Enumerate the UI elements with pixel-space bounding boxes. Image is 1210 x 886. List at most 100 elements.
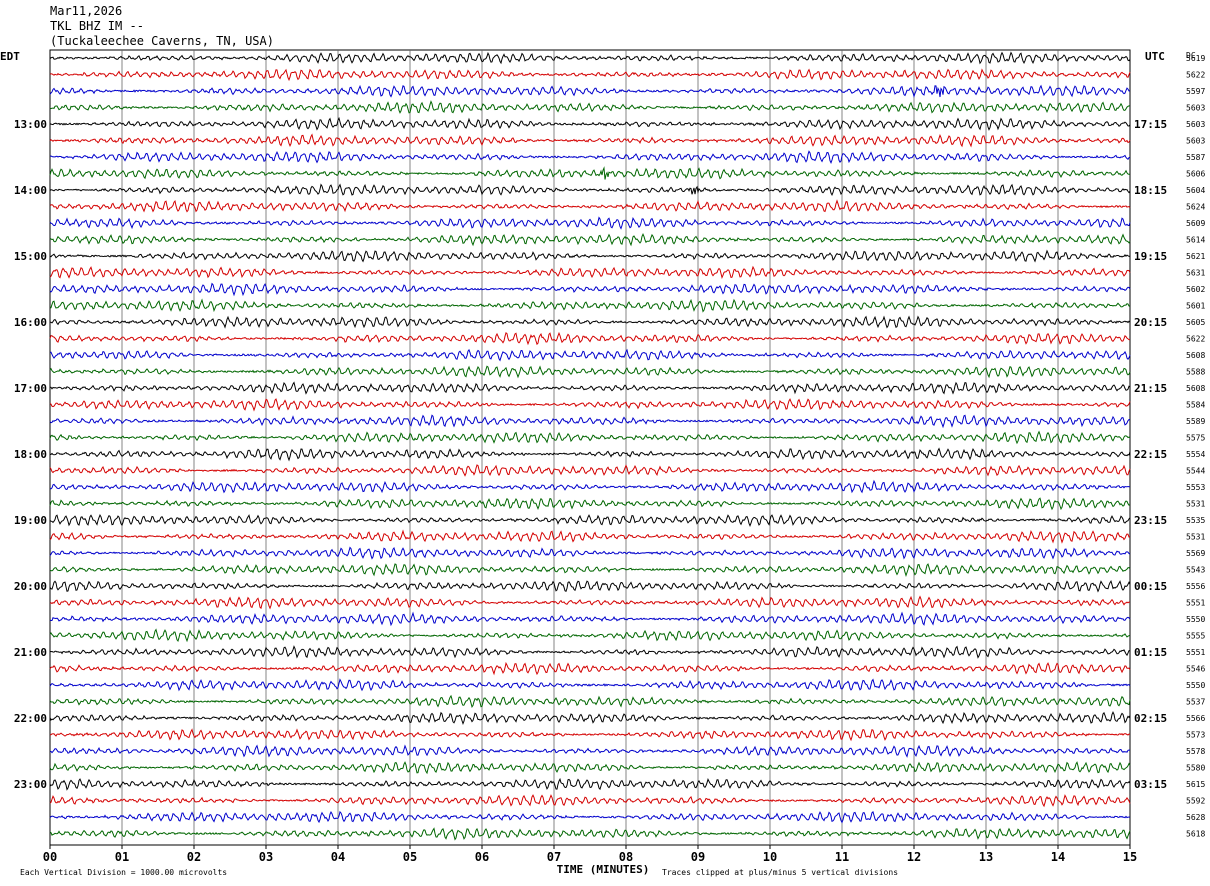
trace-4 (49, 116, 1131, 131)
dc-value-40: 5566 (1186, 714, 1205, 723)
right-hour-label: 01:15 (1134, 646, 1167, 659)
dc-value-34: 5550 (1186, 615, 1205, 624)
x-tick-label: 15 (1123, 850, 1137, 864)
trace-38 (49, 678, 1131, 692)
trace-47 (49, 827, 1131, 841)
trace-33 (49, 595, 1131, 610)
trace-10 (49, 216, 1131, 230)
dc-value-7: 5606 (1186, 170, 1205, 179)
left-hour-label: 20:00 (14, 580, 47, 593)
left-hour-label: 16:00 (14, 316, 47, 329)
right-hour-label: 03:15 (1134, 778, 1167, 791)
dc-value-14: 5602 (1186, 285, 1205, 294)
dc-value-26: 5553 (1186, 483, 1205, 492)
dc-value-33: 5551 (1186, 599, 1205, 608)
left-hour-label: 21:00 (14, 646, 47, 659)
dc-value-18: 5608 (1186, 351, 1205, 360)
left-hour-label: 15:00 (14, 250, 47, 263)
trace-18 (49, 348, 1131, 362)
left-hour-label: 14:00 (14, 184, 47, 197)
trace-25 (49, 464, 1131, 477)
trace-2 (49, 84, 1131, 98)
dc-value-32: 5556 (1186, 582, 1205, 591)
dc-value-42: 5578 (1186, 747, 1205, 756)
dc-value-28: 5535 (1186, 516, 1205, 525)
left-hour-label: 22:00 (14, 712, 47, 725)
footer-clipping-note: Traces clipped at plus/minus 5 vertical … (662, 868, 898, 877)
dc-value-3: 5603 (1186, 104, 1205, 113)
trace-20 (49, 381, 1131, 395)
trace-32 (49, 580, 1131, 593)
right-hour-label: 23:15 (1134, 514, 1167, 527)
x-tick-label: 04 (331, 850, 345, 864)
x-tick-label: 11 (835, 850, 849, 864)
plot-frame (49, 49, 1131, 846)
trace-0 (49, 51, 1131, 65)
x-tick-label: 00 (43, 850, 57, 864)
trace-45 (49, 794, 1131, 808)
utc-label: UTC (1145, 50, 1165, 63)
dc-header: DC (1186, 51, 1196, 60)
dc-value-38: 5550 (1186, 681, 1205, 690)
trace-14 (49, 282, 1131, 297)
x-tick-label: 08 (619, 850, 633, 864)
right-hour-label: 02:15 (1134, 712, 1167, 725)
dc-value-16: 5605 (1186, 318, 1205, 327)
dc-value-20: 5608 (1186, 384, 1205, 393)
trace-23 (49, 430, 1131, 445)
trace-17 (49, 331, 1131, 346)
x-tick-label: 09 (691, 850, 705, 864)
dc-value-37: 5546 (1186, 665, 1205, 674)
dc-value-21: 5584 (1186, 401, 1205, 410)
trace-37 (49, 661, 1131, 676)
dc-value-10: 5609 (1186, 219, 1205, 228)
trace-9 (49, 199, 1131, 213)
dc-value-27: 5531 (1186, 500, 1205, 509)
trace-27 (49, 497, 1131, 511)
trace-26 (49, 479, 1131, 494)
trace-3 (49, 100, 1131, 114)
x-tick-label: 02 (187, 850, 201, 864)
trace-44 (49, 777, 1131, 791)
dc-value-1: 5622 (1186, 71, 1205, 80)
header-station: TKL BHZ IM -- (50, 19, 144, 33)
trace-15 (49, 298, 1131, 313)
dc-value-23: 5575 (1186, 434, 1205, 443)
x-tick-label: 07 (547, 850, 561, 864)
right-hour-label: 21:15 (1134, 382, 1167, 395)
dc-value-5: 5603 (1186, 137, 1205, 146)
dc-value-17: 5622 (1186, 335, 1205, 344)
dc-value-44: 5615 (1186, 780, 1205, 789)
dc-value-0: 5619 (1186, 54, 1205, 63)
dc-value-12: 5621 (1186, 252, 1205, 261)
trace-5 (49, 133, 1131, 148)
trace-31 (49, 563, 1131, 577)
dc-value-6: 5587 (1186, 153, 1205, 162)
dc-value-30: 5569 (1186, 549, 1205, 558)
dc-value-35: 5555 (1186, 632, 1205, 641)
x-tick-label: 06 (475, 850, 489, 864)
trace-22 (49, 414, 1131, 429)
x-tick-label: 12 (907, 850, 921, 864)
x-tick-label: 01 (115, 850, 129, 864)
dc-value-31: 5543 (1186, 566, 1205, 575)
footer-vertical-division: Each Vertical Division = 1000.00 microvo… (20, 868, 227, 877)
trace-34 (49, 611, 1131, 627)
right-hour-label: 19:15 (1134, 250, 1167, 263)
left-hour-label: 13:00 (14, 118, 47, 131)
right-hour-label: 18:15 (1134, 184, 1167, 197)
x-tick-label: 03 (259, 850, 273, 864)
dc-value-41: 5573 (1186, 731, 1205, 740)
right-hour-label: 22:15 (1134, 448, 1167, 461)
trace-7 (49, 166, 1131, 180)
x-tick-label: 05 (403, 850, 417, 864)
trace-24 (49, 447, 1131, 462)
trace-35 (49, 628, 1131, 643)
dc-value-29: 5531 (1186, 533, 1205, 542)
trace-41 (49, 728, 1131, 742)
dc-value-9: 5624 (1186, 203, 1205, 212)
trace-39 (49, 694, 1131, 708)
left-hour-label: 18:00 (14, 448, 47, 461)
dc-value-24: 5554 (1186, 450, 1205, 459)
